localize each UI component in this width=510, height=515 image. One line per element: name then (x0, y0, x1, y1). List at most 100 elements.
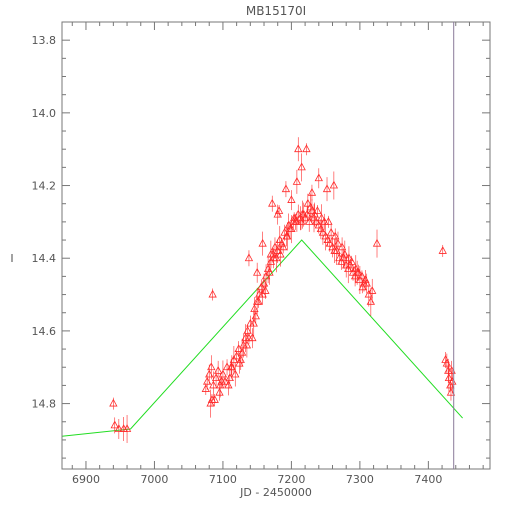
data-point (207, 355, 216, 380)
data-point (326, 222, 336, 243)
triangle-marker (337, 242, 347, 251)
triangle-marker (294, 209, 303, 218)
triangle-marker (326, 227, 336, 236)
data-point (281, 181, 291, 198)
plot-frame (61, 21, 491, 470)
triangle-marker (317, 213, 326, 222)
triangle-marker (270, 242, 280, 251)
data-point (213, 360, 223, 381)
data-point (310, 202, 319, 227)
triangle-marker (206, 398, 215, 407)
data-point (329, 171, 339, 200)
data-point (316, 219, 326, 240)
triangle-marker (217, 376, 226, 385)
data-point (297, 153, 306, 182)
triangle-marker (261, 286, 270, 294)
data-point (444, 364, 454, 393)
data-point (361, 270, 370, 291)
triangle-marker (299, 209, 308, 218)
triangle-marker (313, 206, 322, 214)
triangle-marker (316, 224, 326, 233)
triangle-marker (222, 362, 232, 371)
data-point (266, 240, 276, 269)
data-point (249, 309, 258, 338)
data-point (206, 389, 215, 418)
triangle-marker (114, 424, 124, 432)
triangle-marker (446, 387, 456, 396)
triangle-marker (249, 318, 258, 327)
triangle-marker (325, 238, 334, 247)
triangle-marker (310, 209, 319, 218)
data-point (222, 359, 232, 376)
triangle-marker (329, 180, 339, 189)
data-point (114, 419, 124, 440)
triangle-marker (209, 380, 218, 389)
data-point (292, 169, 302, 194)
data-point (109, 397, 118, 410)
y-tick-label: 14.8 (32, 398, 57, 411)
triangle-marker (281, 184, 291, 193)
data-point (235, 353, 244, 374)
data-point (237, 338, 247, 367)
triangle-marker (324, 217, 333, 225)
data-point (358, 281, 367, 294)
triangle-marker (203, 376, 212, 385)
data-point (224, 375, 233, 396)
triangle-marker (215, 387, 224, 396)
triangle-marker (250, 304, 259, 312)
triangle-marker (323, 235, 332, 243)
triangle-marker (442, 358, 452, 367)
triangle-marker (366, 296, 376, 305)
data-point (303, 193, 313, 214)
data-point (251, 308, 260, 325)
triangle-marker (285, 224, 295, 233)
data-point (250, 297, 259, 322)
data-point (270, 237, 280, 258)
data-point (344, 246, 354, 271)
data-point (122, 415, 132, 444)
triangle-marker (110, 420, 119, 429)
axes-layer: 6900 7000 7100 7200 7300 7400 13.8 14.0 14.2 14.4… (32, 21, 491, 486)
triangle-marker (224, 380, 233, 389)
data-point (302, 143, 311, 156)
triangle-marker (231, 369, 240, 378)
triangle-marker (279, 242, 288, 251)
triangle-marker (258, 238, 267, 247)
triangle-marker (201, 384, 210, 392)
model-curve-layer (61, 239, 463, 437)
x-tick-label: 7300 (346, 473, 374, 486)
data-point (289, 212, 299, 225)
triangle-marker (273, 209, 282, 218)
data-point (442, 353, 452, 374)
triangle-marker (268, 198, 277, 207)
x-tick-label: 7200 (277, 473, 305, 486)
y-tick-label: 14.0 (32, 107, 57, 120)
data-point (438, 244, 447, 257)
data-point (337, 237, 347, 258)
data-point (322, 177, 332, 202)
x-tick-label: 7000 (140, 473, 168, 486)
triangle-marker (372, 238, 382, 247)
data-point (231, 362, 240, 387)
y-tick-label: 14.2 (32, 180, 57, 193)
triangle-marker (235, 358, 244, 367)
x-tick-label: 7100 (209, 473, 237, 486)
x-tick-label: 6900 (72, 473, 100, 486)
triangle-marker (265, 267, 274, 276)
triangle-marker (244, 333, 254, 342)
triangle-marker (207, 362, 216, 371)
data-point (209, 371, 218, 400)
data-point (208, 288, 217, 301)
data-point (372, 229, 382, 258)
triangle-marker (213, 366, 223, 374)
triangle-marker (208, 289, 217, 298)
chart-title: MB15170I (246, 4, 306, 18)
triangle-marker (358, 282, 367, 291)
triangle-marker (244, 253, 254, 262)
data-point (254, 295, 263, 308)
triangle-marker (226, 362, 236, 371)
triangle-marker (283, 231, 292, 240)
triangle-marker (259, 278, 269, 287)
